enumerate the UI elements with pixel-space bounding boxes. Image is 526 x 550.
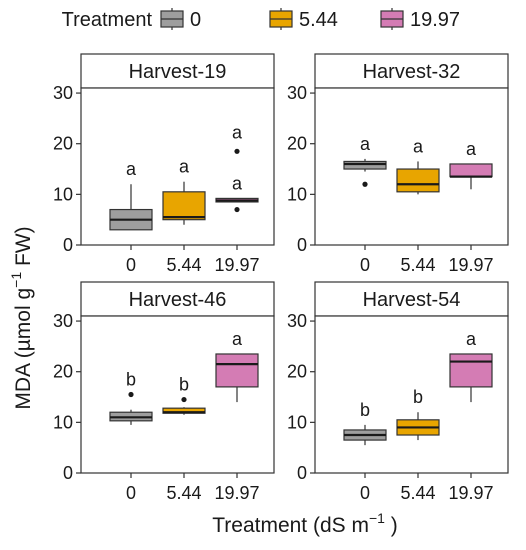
box-0: b [343, 400, 387, 446]
x-tick-label: 0 [360, 483, 370, 503]
significance-letter: a [413, 136, 424, 156]
box-19.97: a [215, 329, 259, 403]
panel-plot-area [314, 315, 509, 474]
outlier-point [181, 396, 187, 403]
significance-letter: b [126, 370, 136, 390]
significance-letter: a [360, 134, 371, 154]
y-tick-label: 10 [287, 412, 307, 432]
significance-letter: b [413, 387, 423, 407]
panel-strip [80, 53, 275, 89]
x-tick-label: 0 [126, 483, 136, 503]
box-5.44: a [162, 157, 206, 225]
box-5.44: b [396, 387, 440, 441]
outlier-point [234, 148, 240, 154]
y-axis-label-suffix: FW) [12, 226, 35, 271]
x-tick-label: 19.97 [448, 483, 493, 503]
legend-label: 0 [190, 9, 201, 31]
legend-title: Treatment [62, 9, 153, 31]
panel-harvest-32: Harvest-32 0 10 20 30 0 5.44 19.97 a a a [287, 53, 509, 275]
y-tick-label: 20 [53, 134, 73, 154]
panel-plot-area [80, 315, 275, 474]
x-tick-label: 0 [126, 255, 136, 275]
outlier-point [362, 181, 368, 187]
significance-letter: a [466, 139, 477, 159]
x-tick-label: 19.97 [214, 483, 259, 503]
x-tick-label: 0 [360, 255, 370, 275]
box-19.97: a [449, 329, 493, 403]
y-tick-label: 0 [297, 235, 307, 255]
box-5.44: a [396, 136, 440, 195]
x-tick-label: 5.44 [166, 255, 201, 275]
x-tick-label: 19.97 [448, 255, 493, 275]
outlier-point [128, 391, 134, 398]
significance-letter: a [466, 329, 477, 349]
y-axis-label-sup: −1 [8, 272, 24, 288]
y-tick-label: 0 [63, 463, 73, 483]
panel-strip [80, 281, 275, 317]
box-iqr [396, 168, 440, 193]
y-tick-label: 20 [53, 362, 73, 382]
y-axis-label-main: MDA (µmol g [12, 288, 35, 410]
panel-title: Harvest-19 [129, 61, 227, 83]
box-iqr [162, 191, 206, 221]
x-tick-label: 5.44 [166, 483, 201, 503]
significance-letter: a [179, 157, 190, 177]
y-tick-label: 10 [53, 184, 73, 204]
x-axis-label-main: Treatment (dS m [212, 514, 369, 537]
panel-title: Harvest-54 [363, 289, 461, 311]
panel-strip [314, 281, 509, 317]
outlier-point [234, 206, 240, 213]
box-5.44: b [162, 375, 206, 415]
legend: Treatment 0 5.44 19.97 [62, 8, 460, 31]
y-tick-label: 30 [287, 83, 307, 103]
box-0: a [343, 134, 387, 187]
box-iqr [449, 353, 493, 388]
x-axis-label: Treatment (dS m−1 ) [212, 510, 398, 537]
legend-label: 5.44 [299, 9, 338, 31]
panel-title: Harvest-46 [129, 289, 227, 311]
significance-letter: b [179, 375, 189, 395]
y-tick-label: 20 [287, 134, 307, 154]
y-tick-label: 20 [287, 362, 307, 382]
y-tick-label: 10 [287, 184, 307, 204]
x-axis-label-suffix: ) [385, 514, 398, 537]
box-iqr [449, 163, 493, 178]
box-iqr [215, 353, 259, 388]
panel-title: Harvest-32 [363, 61, 461, 83]
box-19.97: aa [215, 122, 259, 213]
box-19.97: a [449, 139, 493, 190]
y-axis-label: MDA (µmol g−1 FW) [8, 226, 35, 409]
y-tick-label: 0 [297, 463, 307, 483]
x-tick-label: 5.44 [400, 255, 435, 275]
legend-label: 19.97 [410, 9, 460, 31]
x-tick-label: 5.44 [400, 483, 435, 503]
box-iqr [343, 160, 387, 170]
box-0: b [109, 370, 153, 425]
significance-letter: a [232, 173, 243, 193]
significance-letter: a [232, 329, 243, 349]
y-tick-label: 0 [63, 235, 73, 255]
y-tick-label: 30 [287, 311, 307, 331]
panel-strip [314, 53, 509, 89]
y-tick-label: 10 [53, 412, 73, 432]
x-tick-label: 19.97 [214, 255, 259, 275]
panel-harvest-54: Harvest-54 0 10 20 30 0 5.44 19.97 b b a [287, 281, 509, 503]
significance-letter: a [232, 122, 243, 142]
significance-letter: b [360, 400, 370, 420]
x-axis-label-sup: −1 [369, 510, 385, 526]
box-0: a [109, 159, 153, 231]
y-tick-label: 30 [53, 311, 73, 331]
significance-letter: a [126, 159, 137, 179]
y-tick-label: 30 [53, 83, 73, 103]
panel-harvest-46: Harvest-46 0 10 20 30 0 5.44 19.97 b b a [53, 281, 275, 503]
